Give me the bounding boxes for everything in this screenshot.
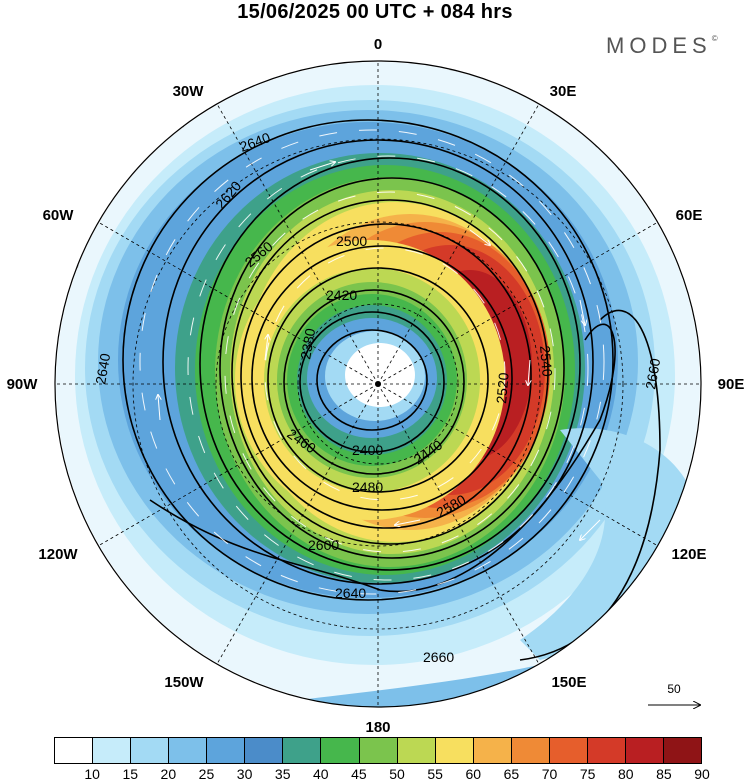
legend-tick-label: 50 — [389, 766, 405, 782]
height-contours — [122, 119, 661, 661]
map-boundary — [54, 60, 702, 708]
map-disk: 2380 2400 2420 2440 2460 2480 2500 2520 … — [55, 61, 701, 707]
legend-color-box — [245, 738, 284, 763]
reference-vector: 50 — [648, 682, 700, 705]
legend-tick-label: 55 — [427, 766, 443, 782]
legend-color-box — [435, 738, 474, 763]
contour-label-2640-west: 2640 — [92, 352, 113, 386]
legend-color-box — [625, 738, 664, 763]
lon-label-90e: 90E — [718, 376, 745, 393]
contour-label-2540: 2540 — [537, 345, 556, 378]
legend-color-box — [664, 738, 702, 763]
legend-tick-label: 85 — [656, 766, 672, 782]
legend-color-box — [55, 738, 94, 763]
legend-color-box — [587, 738, 626, 763]
latitude-circle-3 — [132, 138, 624, 630]
lon-label-30w: 30W — [173, 83, 205, 100]
longitude-labels: 0 30E 60E 90E 120E 150E 180 150W 120W 90… — [7, 36, 745, 735]
contour-label-2500: 2500 — [336, 233, 367, 249]
contour-label-2400: 2400 — [352, 442, 383, 458]
legend-ticks: 10 15 20 25 30 35 40 45 50 55 60 65 70 75 80 85 90 — [54, 766, 709, 782]
legend-color-box — [93, 738, 132, 763]
east-blue-patch — [520, 428, 700, 660]
legend-color-box — [283, 738, 322, 763]
lon-label-150w: 150W — [164, 674, 204, 691]
contour-label-2520: 2520 — [493, 372, 512, 405]
modes-logo: MODES© — [606, 33, 718, 59]
legend-tick-label: 80 — [617, 766, 634, 782]
contour-label-2380: 2380 — [297, 327, 318, 361]
lon-label-120e: 120E — [671, 546, 706, 563]
wind-streamlines — [139, 129, 605, 595]
legend-tick-label: 25 — [198, 766, 215, 782]
legend-tick-label: 10 — [84, 766, 100, 782]
contour-label-2660-south: 2660 — [423, 649, 454, 665]
inner-white — [345, 343, 415, 407]
legend-tick-label: 60 — [465, 766, 482, 782]
contour-label-2660: 2660 — [642, 357, 663, 391]
lon-label-150e: 150E — [551, 674, 586, 691]
lon-label-60w: 60W — [43, 207, 75, 224]
legend-tick-label: 90 — [694, 766, 710, 782]
legend-tick-label: 70 — [541, 766, 558, 782]
legend-tick-label: 30 — [236, 766, 253, 782]
legend-tick-label: 45 — [351, 766, 367, 782]
brand-text: MODES — [606, 33, 712, 58]
lon-label-0: 0 — [374, 36, 382, 53]
lon-label-120w: 120W — [38, 546, 78, 563]
contour-label-2640-south: 2640 — [335, 585, 366, 601]
color-legend — [54, 737, 702, 764]
lon-label-90w: 90W — [7, 376, 39, 393]
legend-color-box — [131, 738, 170, 763]
polar-stereographic-map: 2380 2400 2420 2440 2460 2480 2500 2520 … — [7, 36, 745, 735]
legend-tick-label: 15 — [122, 766, 139, 782]
legend-color-box — [207, 738, 246, 763]
legend-tick-label: 20 — [160, 766, 177, 782]
lon-label-30e: 30E — [550, 83, 577, 100]
south-pole-marker — [375, 381, 381, 387]
contour-label-2600: 2600 — [308, 537, 339, 553]
legend-color-box — [321, 738, 360, 763]
graticule — [55, 61, 701, 707]
legend-tick-label: 65 — [503, 766, 520, 782]
map-title: 15/06/2025 00 UTC + 084 hrs — [237, 1, 513, 23]
legend-tick-label: 75 — [579, 766, 596, 782]
contour-label-2480: 2480 — [352, 479, 383, 495]
reference-vector-label: 50 — [667, 682, 681, 696]
legend-color-box — [511, 738, 550, 763]
legend-color-box — [397, 738, 436, 763]
legend-color-box — [169, 738, 208, 763]
lon-label-180: 180 — [365, 719, 390, 735]
legend-tick-label: 35 — [274, 766, 291, 782]
legend-color-box — [549, 738, 588, 763]
legend-color-box — [473, 738, 512, 763]
legend-color-box — [359, 738, 398, 763]
legend-tick-label: 40 — [313, 766, 329, 782]
contour-label-2420: 2420 — [326, 287, 357, 303]
copyright-mark: © — [711, 33, 718, 43]
lon-label-60e: 60E — [676, 207, 703, 224]
